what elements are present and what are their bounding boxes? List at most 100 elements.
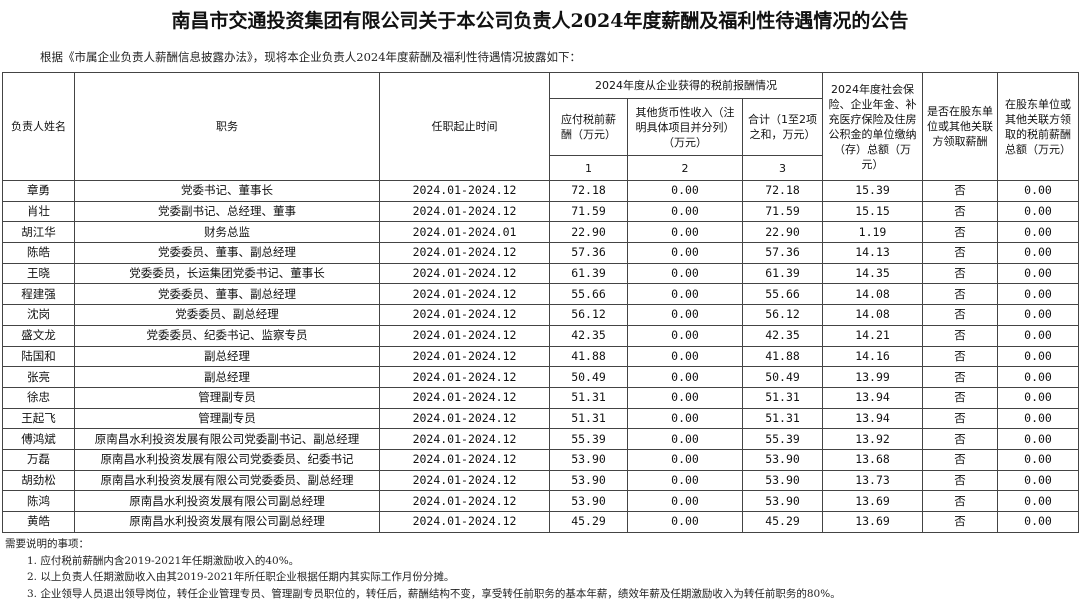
cell-term: 2024.01-2024.12 <box>379 448 550 471</box>
cell-pretax-salary: 53.90 <box>549 490 628 512</box>
cell-other-income: 0.00 <box>627 448 743 471</box>
cell-shareholder-flag: 否 <box>922 407 998 430</box>
cell-other-income: 0.00 <box>627 386 743 409</box>
cell-name: 黄皓 <box>2 511 75 533</box>
cell-shareholder-amount: 0.00 <box>997 428 1079 450</box>
cell-shareholder-amount: 0.00 <box>997 262 1079 285</box>
cell-total: 57.36 <box>742 242 823 264</box>
cell-term: 2024.01-2024.12 <box>379 511 550 533</box>
cell-pretax-salary: 71.59 <box>549 200 628 223</box>
cell-position: 党委委员、董事、副总经理 <box>74 242 380 264</box>
cell-social-insurance: 13.99 <box>822 366 923 388</box>
cell-shareholder-amount: 0.00 <box>997 304 1079 326</box>
cell-name: 徐忠 <box>2 386 75 409</box>
cell-shareholder-amount: 0.00 <box>997 324 1079 347</box>
cell-pretax-salary: 55.66 <box>549 283 628 306</box>
table-row: 胡江华 财务总监 2024.01-2024.01 22.90 0.00 22.90 1.19… <box>2 221 1079 244</box>
cell-other-income: 0.00 <box>627 324 743 347</box>
cell-term: 2024.01-2024.12 <box>379 345 550 368</box>
cell-shareholder-flag: 否 <box>922 366 998 388</box>
cell-social-insurance: 14.35 <box>822 262 923 285</box>
table-row: 张亮 副总经理 2024.01-2024.12 50.49 0.00 50.49 13.99… <box>2 366 1079 388</box>
cell-total: 51.31 <box>742 386 823 409</box>
header-position: 职务 <box>74 72 380 181</box>
cell-name: 胡劲松 <box>2 469 75 492</box>
page-title: 南昌市交通投资集团有限公司关于本公司负责人2024年度薪酬及福利性待遇情况的公告 <box>171 10 909 32</box>
cell-position: 原南昌水利投资发展有限公司党委委员、副总经理 <box>74 469 380 492</box>
cell-social-insurance: 13.68 <box>822 448 923 471</box>
header-pretax-group: 2024年度从企业获得的税前报酬情况 <box>549 72 823 99</box>
cell-name: 傅鸿斌 <box>2 428 75 450</box>
table-row: 陈皓 党委委员、董事、副总经理 2024.01-2024.12 57.36 0.00 57… <box>2 242 1079 264</box>
cell-shareholder-flag: 否 <box>922 428 998 450</box>
cell-pretax-salary: 53.90 <box>549 448 628 471</box>
cell-social-insurance: 1.19 <box>822 221 923 244</box>
cell-position: 副总经理 <box>74 345 380 368</box>
cell-name: 陈皓 <box>2 242 75 264</box>
cell-position: 管理副专员 <box>74 386 380 409</box>
cell-pretax-salary: 55.39 <box>549 428 628 450</box>
cell-pretax-salary: 22.90 <box>549 221 628 244</box>
cell-position: 管理副专员 <box>74 407 380 430</box>
cell-pretax-salary: 56.12 <box>549 304 628 326</box>
cell-shareholder-amount: 0.00 <box>997 469 1079 492</box>
cell-position: 党委书记、董事长 <box>74 180 380 202</box>
cell-total: 53.90 <box>742 448 823 471</box>
cell-total: 61.39 <box>742 262 823 285</box>
cell-total: 71.59 <box>742 200 823 223</box>
cell-other-income: 0.00 <box>627 428 743 450</box>
cell-position: 原南昌水利投资发展有限公司副总经理 <box>74 490 380 512</box>
cell-term: 2024.01-2024.12 <box>379 407 550 430</box>
cell-pretax-salary: 41.88 <box>549 345 628 368</box>
cell-term: 2024.01-2024.12 <box>379 283 550 306</box>
cell-position: 党委委员，长运集团党委书记、董事长 <box>74 262 380 285</box>
cell-name: 陈鸿 <box>2 490 75 512</box>
cell-total: 56.12 <box>742 304 823 326</box>
cell-pretax-salary: 53.90 <box>549 469 628 492</box>
cell-shareholder-flag: 否 <box>922 262 998 285</box>
cell-shareholder-amount: 0.00 <box>997 366 1079 388</box>
cell-term: 2024.01-2024.12 <box>379 428 550 450</box>
cell-total: 55.39 <box>742 428 823 450</box>
cell-position: 原南昌水利投资发展有限公司副总经理 <box>74 511 380 533</box>
cell-position: 副总经理 <box>74 366 380 388</box>
cell-shareholder-flag: 否 <box>922 448 998 471</box>
header-col3: 合计（1至2项之和，万元） <box>742 98 823 156</box>
cell-term: 2024.01-2024.12 <box>379 386 550 409</box>
cell-term: 2024.01-2024.12 <box>379 200 550 223</box>
header-index-2: 2 <box>627 155 743 181</box>
cell-name: 陆国和 <box>2 345 75 368</box>
cell-total: 51.31 <box>742 407 823 430</box>
cell-total: 55.66 <box>742 283 823 306</box>
cell-shareholder-amount: 0.00 <box>997 407 1079 430</box>
cell-social-insurance: 14.21 <box>822 324 923 347</box>
header-social-insurance: 2024年度社会保险、企业年金、补充医疗保险及住房公积金的单位缴纳（存）总额（万… <box>822 72 923 181</box>
table-row: 胡劲松 原南昌水利投资发展有限公司党委委员、副总经理 2024.01-2024.12… <box>2 469 1079 492</box>
intro-text: 根据《市属企业负责人薪酬信息披露办法》，现将本企业负责人2024年度薪酬及福利性… <box>40 50 582 64</box>
table-row: 陈鸿 原南昌水利投资发展有限公司副总经理 2024.01-2024.12 53.90 0… <box>2 490 1079 512</box>
cell-term: 2024.01-2024.12 <box>379 304 550 326</box>
cell-social-insurance: 13.92 <box>822 428 923 450</box>
cell-shareholder-flag: 否 <box>922 180 998 202</box>
salary-table: 负责人姓名 职务 任职起止时间 2024年度从企业获得的税前报酬情况 2024年… <box>2 72 1079 533</box>
cell-shareholder-amount: 0.00 <box>997 490 1079 512</box>
cell-shareholder-flag: 否 <box>922 511 998 533</box>
cell-other-income: 0.00 <box>627 304 743 326</box>
cell-social-insurance: 13.94 <box>822 386 923 409</box>
cell-term: 2024.01-2024.01 <box>379 221 550 244</box>
cell-name: 程建强 <box>2 283 75 306</box>
header-col2: 其他货币性收入（注明具体项目并分列）（万元） <box>627 98 743 156</box>
cell-position: 党委委员、纪委书记、监察专员 <box>74 324 380 347</box>
cell-pretax-salary: 72.18 <box>549 180 628 202</box>
cell-other-income: 0.00 <box>627 283 743 306</box>
header-name: 负责人姓名 <box>2 72 75 181</box>
cell-social-insurance: 15.39 <box>822 180 923 202</box>
cell-pretax-salary: 50.49 <box>549 366 628 388</box>
cell-other-income: 0.00 <box>627 221 743 244</box>
cell-term: 2024.01-2024.12 <box>379 490 550 512</box>
cell-other-income: 0.00 <box>627 490 743 512</box>
header-index-3: 3 <box>742 155 823 181</box>
cell-name: 王晓 <box>2 262 75 285</box>
cell-other-income: 0.00 <box>627 511 743 533</box>
cell-social-insurance: 13.69 <box>822 511 923 533</box>
